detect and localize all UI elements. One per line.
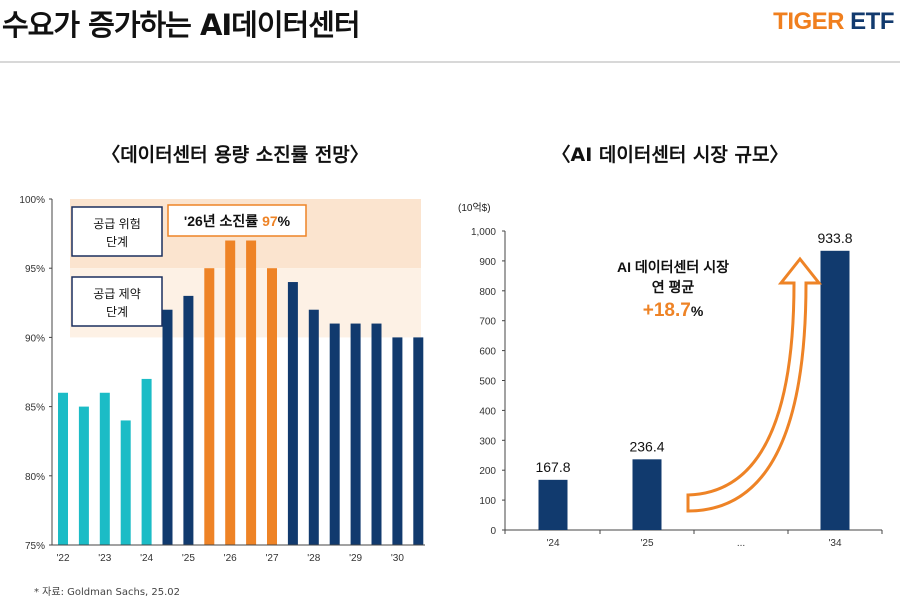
y-tick-label: 700 bbox=[479, 317, 496, 328]
source-note: * 자료: Goldman Sachs, 25.02 bbox=[34, 587, 181, 598]
y-tick-label: 100% bbox=[19, 195, 45, 206]
page-title: 수요가 증가하는 AI데이터센터 bbox=[2, 8, 361, 42]
y-tick-label: 600 bbox=[479, 347, 496, 358]
cagr-value: +18.7% bbox=[643, 300, 704, 321]
capacity-bar bbox=[162, 309, 173, 545]
cagr-label-line: 연 평균 bbox=[652, 279, 695, 295]
y-tick-label: 800 bbox=[479, 287, 496, 298]
tiger-etf-logo: TIGER ETF bbox=[773, 8, 894, 36]
y-tick-label: 400 bbox=[479, 406, 496, 417]
data-label: 167.8 bbox=[535, 459, 570, 475]
y-tick-label: 90% bbox=[25, 333, 45, 344]
capacity-bar bbox=[204, 268, 215, 545]
x-tick-label: '29 bbox=[349, 553, 362, 564]
logo-tiger: TIGER bbox=[773, 8, 844, 35]
market-bar bbox=[820, 250, 850, 530]
cagr-number: +18.7 bbox=[643, 300, 691, 321]
capacity-bar bbox=[78, 406, 89, 545]
y-tick-label: 300 bbox=[479, 436, 496, 447]
band-label-line: 단계 bbox=[106, 305, 128, 319]
x-tick-label: '26 bbox=[224, 553, 237, 564]
capacity-bar bbox=[183, 295, 194, 545]
market-bar bbox=[538, 479, 568, 530]
cagr-label-line: AI 데이터센터 시장 bbox=[617, 259, 729, 275]
x-tick-label: '25 bbox=[182, 553, 195, 564]
y-tick-label: 1,000 bbox=[471, 227, 496, 238]
x-tick-label: '24 bbox=[546, 538, 559, 549]
y-tick-label: 0 bbox=[490, 526, 496, 537]
x-tick-label: ... bbox=[737, 538, 745, 549]
capacity-bar bbox=[287, 282, 298, 545]
data-label: 236.4 bbox=[629, 438, 664, 454]
x-tick-label: '22 bbox=[56, 553, 69, 564]
capacity-bar bbox=[413, 337, 424, 545]
y-tick-label: 500 bbox=[479, 377, 496, 388]
x-tick-label: '27 bbox=[265, 553, 278, 564]
y-tick-label: 75% bbox=[25, 541, 45, 552]
capacity-bar bbox=[120, 420, 131, 545]
growth-arrow-icon bbox=[686, 256, 823, 513]
y-tick-label: 95% bbox=[25, 264, 45, 275]
x-tick-label: '28 bbox=[307, 553, 320, 564]
header-divider bbox=[0, 61, 900, 63]
market-bar bbox=[632, 459, 662, 530]
capacity-bar bbox=[58, 392, 68, 545]
capacity-bar bbox=[371, 323, 382, 545]
annotation-suffix: % bbox=[278, 213, 291, 229]
unit-label: (10억$) bbox=[458, 202, 491, 214]
capacity-bar bbox=[267, 268, 277, 545]
y-tick-label: 80% bbox=[25, 472, 45, 483]
capacity-bar bbox=[141, 378, 152, 545]
capacity-bar bbox=[225, 240, 236, 545]
market-chart-title: 〈AI 데이터센터 시장 규모〉 bbox=[551, 144, 789, 166]
annotation-prefix: '26년 소진률 bbox=[184, 213, 262, 229]
capacity-bar bbox=[99, 392, 110, 545]
band-label-box bbox=[71, 276, 163, 327]
x-tick-label: '25 bbox=[640, 538, 653, 549]
band-label-line: 공급 위험 bbox=[93, 217, 141, 231]
x-tick-label: '30 bbox=[391, 553, 404, 564]
data-label: 933.8 bbox=[817, 230, 852, 246]
y-tick-label: 200 bbox=[479, 466, 496, 477]
y-tick-label: 900 bbox=[479, 257, 496, 268]
x-tick-label: '34 bbox=[828, 538, 841, 549]
annotation-value: 97 bbox=[262, 213, 278, 229]
logo-etf: ETF bbox=[850, 8, 894, 35]
capacity-bar bbox=[329, 323, 340, 545]
x-tick-label: '23 bbox=[98, 553, 111, 564]
capacity-chart-title: 〈데이터센터 용량 소진률 전망〉 bbox=[101, 144, 369, 166]
band-label-box bbox=[71, 206, 163, 257]
y-tick-label: 100 bbox=[479, 496, 496, 507]
y-tick-label: 85% bbox=[25, 403, 45, 414]
peak-annotation-box bbox=[167, 204, 307, 237]
x-tick-label: '24 bbox=[140, 553, 153, 564]
capacity-bar bbox=[246, 240, 257, 545]
capacity-bar bbox=[392, 337, 403, 545]
band-label-line: 공급 제약 bbox=[93, 286, 141, 301]
capacity-bar bbox=[308, 309, 319, 545]
capacity-bar bbox=[350, 323, 361, 545]
cagr-suffix: % bbox=[691, 303, 704, 319]
band-label-line: 단계 bbox=[106, 235, 128, 249]
peak-annotation: '26년 소진률 97% bbox=[184, 213, 291, 229]
